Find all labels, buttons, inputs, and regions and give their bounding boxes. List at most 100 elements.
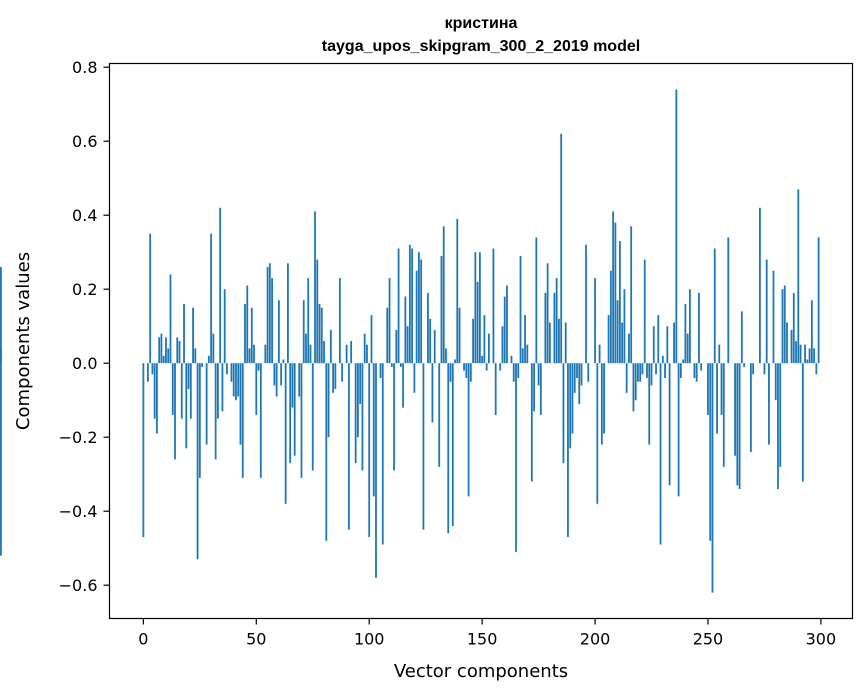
bar	[806, 359, 809, 364]
bar	[668, 363, 671, 486]
bar	[481, 355, 484, 364]
bar	[153, 363, 156, 419]
bar	[359, 363, 362, 404]
bar	[639, 363, 642, 382]
bar	[632, 363, 635, 412]
bar	[655, 363, 657, 375]
bar	[795, 341, 797, 364]
bar	[810, 300, 813, 364]
bar	[422, 363, 425, 530]
bar	[334, 363, 337, 390]
plot-frame	[108, 62, 854, 620]
bar	[237, 363, 240, 397]
bar	[768, 363, 770, 445]
bar	[713, 248, 716, 364]
bar	[607, 315, 610, 364]
bar	[178, 341, 181, 364]
y-tick-label: −0.6	[59, 576, 98, 595]
bar	[567, 363, 569, 538]
bar	[375, 363, 377, 578]
bar	[266, 267, 269, 364]
bar	[763, 363, 766, 375]
bar	[478, 252, 481, 364]
bar	[305, 333, 307, 364]
bar	[474, 252, 477, 364]
bar	[298, 363, 301, 397]
bar	[323, 341, 325, 364]
bar	[537, 363, 540, 386]
bar	[576, 363, 578, 378]
bar	[548, 322, 551, 364]
bar	[230, 363, 233, 382]
bar	[623, 289, 626, 364]
bar	[451, 363, 454, 526]
bar	[386, 307, 389, 364]
bar	[368, 363, 371, 538]
bar	[379, 363, 382, 378]
bar	[564, 322, 567, 364]
bar	[454, 359, 456, 364]
bar	[169, 274, 172, 364]
bar	[282, 359, 285, 364]
bar	[519, 255, 522, 364]
bar	[338, 278, 341, 364]
bar	[521, 348, 524, 364]
bar	[167, 348, 170, 364]
bar	[366, 344, 368, 364]
bar	[517, 363, 520, 378]
bar	[492, 248, 495, 364]
bar	[652, 326, 655, 364]
bar	[198, 363, 201, 478]
y-tick-label: 0.0	[72, 354, 97, 373]
bar	[185, 363, 188, 449]
bar	[596, 363, 599, 504]
x-tick-label: 50	[246, 630, 266, 649]
bar	[594, 278, 596, 364]
bar	[515, 363, 517, 552]
y-tick-label: −0.2	[59, 428, 98, 447]
bar	[431, 363, 434, 423]
bar	[709, 363, 712, 541]
bar	[815, 363, 818, 375]
x-tick-label: 150	[467, 630, 498, 649]
bar	[244, 304, 246, 364]
bar	[650, 363, 653, 386]
bar	[205, 363, 208, 445]
bar	[370, 315, 373, 364]
bar	[284, 363, 287, 504]
bar	[485, 363, 488, 371]
bar	[320, 307, 323, 364]
bar	[539, 363, 542, 415]
bar	[241, 363, 244, 478]
y-axis: −0.6 −0.4 −0.2 0.0 0.2 0.4 0.6 0.8	[59, 58, 110, 595]
bar	[316, 259, 319, 364]
x-tick-label: 100	[354, 630, 385, 649]
bar	[264, 344, 267, 364]
bar	[171, 363, 174, 415]
bar	[0, 267, 2, 364]
bar	[501, 326, 504, 364]
bar	[445, 348, 447, 364]
bar	[743, 363, 746, 367]
bar	[571, 363, 574, 434]
bar	[578, 363, 581, 404]
plot-area	[0, 62, 854, 620]
bar	[790, 329, 793, 364]
bar	[740, 311, 743, 364]
y-tick-label: 0.8	[72, 58, 97, 77]
bar	[792, 292, 795, 364]
bar	[695, 363, 698, 382]
bar	[176, 337, 179, 364]
bar	[433, 329, 436, 364]
bar	[0, 363, 2, 556]
bar	[201, 363, 203, 367]
bar	[686, 333, 689, 364]
bar	[506, 285, 508, 364]
bar	[774, 363, 777, 401]
bar	[160, 333, 163, 364]
bar	[300, 363, 303, 478]
bar	[524, 315, 526, 364]
bar	[488, 333, 490, 364]
bar	[621, 322, 624, 364]
bar	[700, 363, 703, 371]
